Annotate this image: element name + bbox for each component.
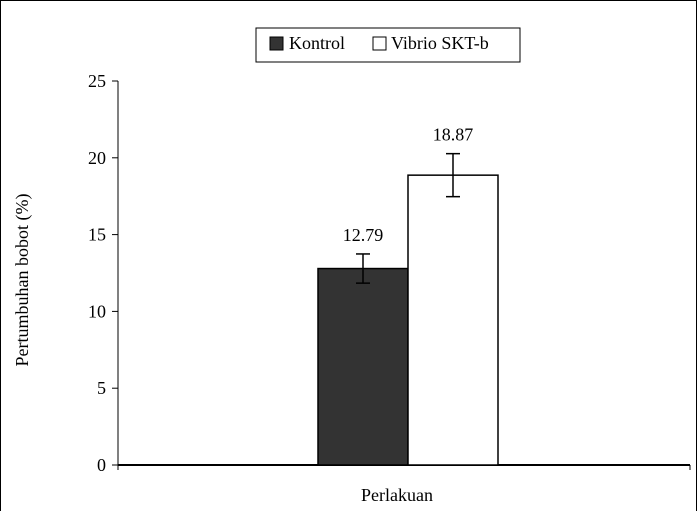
legend-label-kontrol: Kontrol — [289, 33, 345, 53]
y-tick-label: 15 — [88, 225, 106, 245]
x-axis-label: Perlakuan — [361, 485, 433, 505]
legend-swatch-kontrol — [269, 36, 284, 51]
y-tick-label: 0 — [97, 455, 106, 475]
y-axis-label: Pertumbuhan bobot (%) — [12, 194, 33, 367]
data-label: 18.87 — [433, 125, 474, 145]
y-tick-label: 5 — [97, 378, 106, 398]
bar-kontrol — [317, 267, 409, 466]
y-tick-label: 25 — [88, 71, 106, 91]
legend-swatch-vibrio — [372, 36, 387, 51]
y-tick-label: 10 — [88, 301, 106, 321]
legend-label-vibrio: Vibrio SKT-b — [391, 33, 489, 53]
bar-vibrio-skt-b — [407, 174, 499, 466]
data-label: 12.79 — [343, 225, 384, 245]
legend-box — [255, 27, 521, 63]
plot-area: 0 5 10 15 20 25 12.79 18.87 — [88, 71, 691, 475]
legend: Kontrol Vibrio SKT-b — [255, 27, 521, 63]
y-tick-label: 20 — [88, 148, 106, 168]
